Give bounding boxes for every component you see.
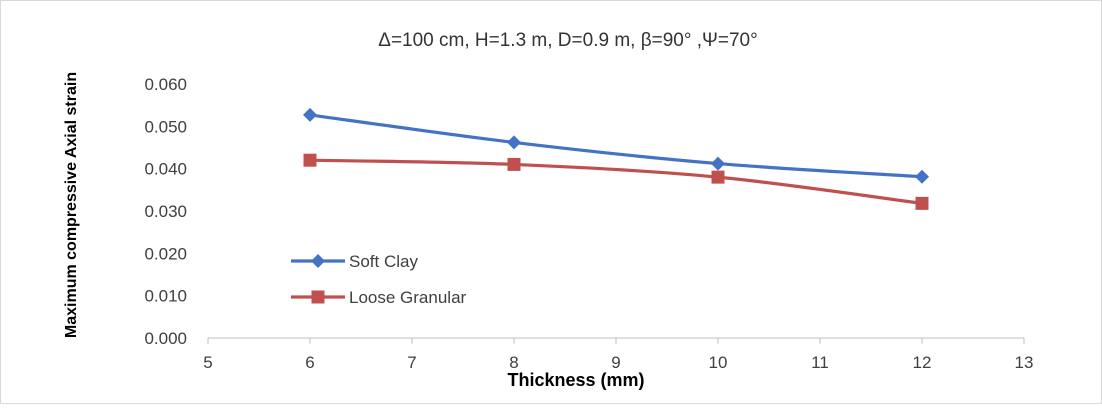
data-point-soft-clay [915,169,929,184]
y-tick-label: 0.060 [144,75,187,94]
data-point-soft-clay [303,107,317,122]
y-tick-label: 0.040 [144,160,187,179]
y-tick-label: 0.000 [144,329,187,348]
x-tick-label: 11 [811,353,829,372]
x-tick-label: 13 [1015,353,1034,372]
legend-label: Soft Clay [349,252,418,271]
series-soft-clay [303,107,929,184]
series-line-soft-clay [308,113,924,179]
data-point-loose-granular [303,153,317,167]
x-tick-label: 5 [203,353,212,372]
x-tick-label: 7 [407,353,416,372]
y-tick-label: 0.050 [144,117,187,136]
legend-item-loose-granular: Loose Granular [291,288,467,307]
data-point-loose-granular [507,157,521,171]
y-tick-label: 0.030 [144,202,187,221]
x-tick-label: 8 [509,353,518,372]
x-tick-label: 12 [913,353,932,372]
series-loose-granular [303,153,929,210]
data-point-loose-granular [915,196,929,210]
legend: Soft Clay Loose Granular [291,252,467,307]
legend-marker [311,254,325,268]
y-tick-label: 0.010 [144,287,187,306]
x-tick-label: 10 [709,353,728,372]
data-point-soft-clay [507,135,521,150]
y-axis-label: Maximum compressive Axial strain [63,72,80,338]
x-tick-label: 9 [611,353,620,372]
x-axis-label: Thickness (mm) [507,370,644,390]
chart-title: Δ=100 cm, H=1.3 m, D=0.9 m, β=90° ,Ψ=70° [378,30,757,51]
legend-marker [311,290,325,304]
data-point-soft-clay [711,156,725,171]
series-line-loose-granular [308,158,924,205]
series-layer [303,107,929,210]
data-point-loose-granular [711,170,725,184]
y-tick-label: 0.020 [144,244,187,263]
axes: 5 6 7 8 9 10 11 12 13 0.000 0.010 0.020 0.030 0.040 0.… [144,75,1033,372]
legend-label: Loose Granular [349,288,467,307]
legend-item-soft-clay: Soft Clay [291,252,418,271]
x-tick-label: 6 [305,353,314,372]
